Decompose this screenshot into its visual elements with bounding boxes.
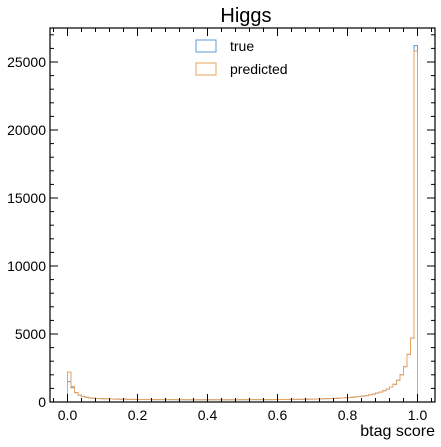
histogram-series <box>67 45 418 402</box>
y-tick-label: 5000 <box>15 326 46 342</box>
legend: true predicted <box>195 38 288 77</box>
plot-frame <box>49 27 436 403</box>
x-tick-label: 0.8 <box>338 407 358 423</box>
legend-label-predicted: predicted <box>230 61 288 77</box>
legend-swatch-predicted <box>195 62 217 76</box>
x-tick-label: 0.6 <box>268 407 288 423</box>
x-tick-label: 0.4 <box>198 407 218 423</box>
y-tick-label: 15000 <box>7 190 46 206</box>
legend-label-true: true <box>230 38 254 54</box>
y-tick-label: 20000 <box>7 122 46 138</box>
x-tick-label: 1.0 <box>408 407 428 423</box>
x-axis-label: btag score <box>360 423 435 440</box>
x-tick-label: 0.0 <box>58 407 78 423</box>
y-tick-label: 10000 <box>7 258 46 274</box>
y-tick-label: 25000 <box>7 54 46 70</box>
y-axis: 0 5000 10000 15000 20000 25000 <box>7 34 435 410</box>
histogram-step-true <box>67 45 418 402</box>
y-tick-label: 0 <box>38 394 46 410</box>
x-tick-label: 0.2 <box>128 407 148 423</box>
histogram-step-predicted <box>67 50 418 402</box>
chart-title: Higgs <box>220 5 271 27</box>
x-axis: 0.0 0.2 0.4 0.6 0.8 1.0 <box>53 28 432 423</box>
legend-swatch-true <box>195 39 217 53</box>
